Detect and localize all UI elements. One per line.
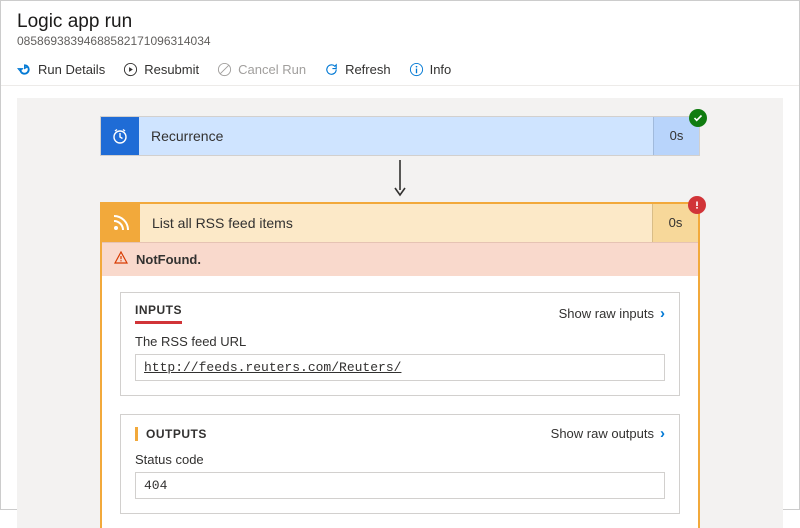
outputs-heading: OUTPUTS (135, 427, 207, 441)
inputs-section: INPUTS Show raw inputs › The RSS feed UR… (120, 292, 680, 396)
error-text: NotFound. (136, 252, 201, 267)
page-title: Logic app run (17, 11, 783, 33)
refresh-icon (324, 62, 339, 77)
outputs-section: OUTPUTS Show raw outputs › Status code 4… (120, 414, 680, 514)
show-raw-inputs-label: Show raw inputs (559, 306, 654, 321)
status-code-value: 404 (135, 472, 665, 499)
refresh-button[interactable]: Refresh (324, 62, 391, 77)
play-circle-icon (123, 62, 138, 77)
show-raw-outputs-label: Show raw outputs (551, 426, 654, 441)
recurrence-title: Recurrence (139, 128, 653, 144)
run-id: 08586938394688582171096314034 (17, 34, 783, 48)
recurrence-card[interactable]: Recurrence 0s (100, 116, 700, 156)
show-raw-outputs-button[interactable]: Show raw outputs › (551, 425, 665, 442)
rss-url-value: http://feeds.reuters.com/Reuters/ (135, 354, 665, 381)
show-raw-inputs-button[interactable]: Show raw inputs › (559, 305, 665, 322)
toolbar: Run Details Resubmit Cancel Run Refresh … (1, 52, 799, 86)
error-badge (688, 196, 706, 214)
inputs-heading: INPUTS (135, 303, 182, 324)
rss-card[interactable]: List all RSS feed items 0s NotFound. INP… (100, 202, 700, 528)
history-icon (17, 62, 32, 77)
rss-icon (102, 204, 140, 242)
resubmit-label: Resubmit (144, 62, 199, 77)
designer-canvas: Recurrence 0s List all RSS feed item (17, 98, 783, 528)
refresh-label: Refresh (345, 62, 391, 77)
status-code-label: Status code (135, 452, 665, 467)
warning-icon (114, 251, 128, 268)
info-label: Info (430, 62, 452, 77)
run-details-label: Run Details (38, 62, 105, 77)
info-button[interactable]: Info (409, 62, 452, 77)
resubmit-button[interactable]: Resubmit (123, 62, 199, 77)
clock-icon (101, 117, 139, 155)
rss-url-label: The RSS feed URL (135, 334, 665, 349)
cancel-run-label: Cancel Run (238, 62, 306, 77)
cancel-run-button: Cancel Run (217, 62, 306, 77)
error-bar: NotFound. (102, 242, 698, 276)
rss-title: List all RSS feed items (140, 215, 652, 231)
chevron-right-icon: › (660, 425, 665, 442)
chevron-right-icon: › (660, 305, 665, 322)
connector-arrow (100, 156, 700, 202)
cancel-icon (217, 62, 232, 77)
info-icon (409, 62, 424, 77)
success-badge (689, 109, 707, 127)
run-details-button[interactable]: Run Details (17, 62, 105, 77)
